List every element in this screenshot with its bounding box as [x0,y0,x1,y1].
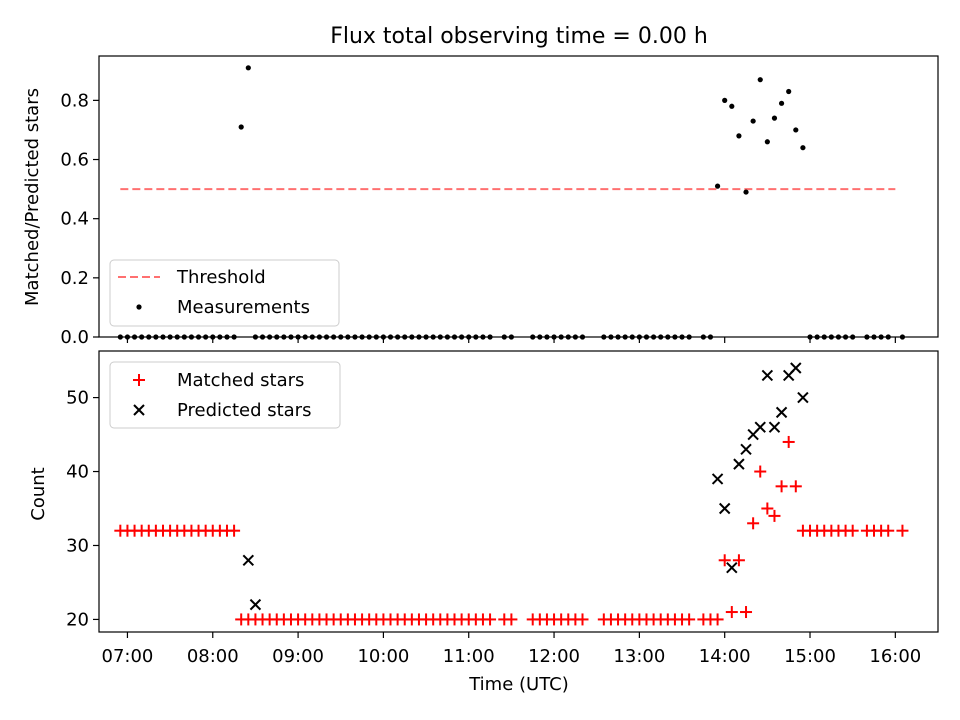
measurements-point [238,124,244,130]
matched-stars-legend-label: Matched stars [177,370,304,391]
threshold-legend-label: Threshold [176,267,266,288]
measurements-point [786,88,792,95]
matched-stars-point [846,524,859,537]
predicted-stars-point [711,473,724,485]
bottom-y-tick-label: 40 [66,462,89,483]
bottom-x-tick-label: 07:00 [102,646,154,667]
predicted-stars-point [726,561,738,574]
measurements-point [729,103,735,109]
measurements-legend-label: Measurements [177,297,310,318]
matched-stars-point [896,524,909,537]
predicted-stars-point [797,391,809,404]
measurements-point [793,127,799,133]
bottom-legend: Matched stars Predicted stars [109,361,341,429]
top-y-tick-label: 0.8 [60,90,89,111]
matched-stars-point [740,606,753,619]
predicted-stars-point [768,421,781,433]
top-chart-title: Flux total observing time = 0.00 h [330,24,708,49]
bottom-x-tick-label: 11:00 [443,646,495,667]
measurements-point [764,139,770,145]
top-legend: Threshold Measurements [109,259,340,327]
matched-stars-point [782,435,795,448]
bottom-y-tick-label: 50 [66,388,89,409]
bottom-y-ticks: 20 30 40 50 [66,388,99,630]
bottom-series-layer [114,362,909,626]
matched-stars-point [718,554,731,567]
matched-stars-legend-swatch [133,374,145,386]
bottom-axes: 20 30 40 50 07:00 08:00 09:00 10:00 11:00 12:00 1… [28,350,939,695]
top-series-layer [117,65,906,340]
measurements-point [757,77,763,83]
measurements-point [800,145,806,151]
matched-stars-point [775,480,788,493]
matched-stars-point [761,502,774,515]
top-y-ticks: 0.0 0.2 0.4 0.6 0.8 [60,90,99,348]
bottom-x-tick-label: 10:00 [357,646,409,667]
bottom-x-ticks: 07:00 08:00 09:00 10:00 11:00 12:00 13:00 14:00… [102,632,921,667]
measurements-point [736,133,742,139]
matched-stars-point [711,613,724,626]
bottom-y-axis-label: Count [28,467,49,520]
predicted-stars-point [733,458,745,470]
top-y-axis-label: Matched/Predicted stars [22,88,43,306]
matched-stars-point [228,524,241,537]
measurements-point [771,115,778,121]
bottom-x-tick-label: 16:00 [869,646,921,667]
bottom-x-tick-label: 15:00 [784,646,836,667]
top-y-tick-label: 0.2 [60,268,89,289]
bottom-axes-frame [98,350,939,633]
predicted-stars-point [775,406,788,419]
predicted-stars-legend-label: Predicted stars [177,400,311,421]
matched-stars-point [484,613,497,626]
top-y-tick-label: 0.4 [60,209,89,230]
predicted-stars-point [790,362,802,374]
top-axes-frame [98,55,939,338]
top-legend-box [109,259,340,327]
matched-stars-point [725,606,738,619]
matched-stars-point [789,480,802,493]
top-x-ticks [126,337,896,343]
measurements-legend-swatch [136,304,142,310]
measurements-point [714,183,721,189]
predicted-stars-point [761,369,774,382]
top-y-tick-label: 0.0 [60,327,89,348]
predicted-stars-point [242,554,255,566]
matched-stars-point [754,465,767,478]
matched-stars-point [732,554,745,567]
matched-stars-point [747,517,760,530]
matched-stars-point [683,613,696,626]
top-y-tick-label: 0.6 [60,150,89,171]
predicted-stars-legend-swatch [133,404,145,416]
bottom-x-tick-label: 13:00 [613,646,665,667]
bottom-y-tick-label: 30 [66,535,89,556]
predicted-stars-point [249,598,262,611]
top-axes: 0.00.20.40.60.8 Matched/Predicted stars … [22,55,939,348]
matched-stars-point [882,524,895,537]
measurements-point [750,118,756,124]
bottom-x-tick-label: 12:00 [528,646,580,667]
predicted-stars-point [740,443,752,456]
measurements-point [743,189,749,195]
matched-stars-point [505,613,518,626]
measurements-point [722,97,728,103]
matched-stars-point [768,509,781,522]
matched-stars-point [576,613,589,626]
measurements-point [245,65,251,71]
bottom-y-tick-label: 20 [66,609,89,630]
predicted-stars-point [754,421,766,433]
bottom-x-tick-label: 14:00 [699,646,751,667]
bottom-legend-box [109,361,341,429]
predicted-stars-point [718,502,731,515]
bottom-x-axis-label: Time (UTC) [468,674,569,695]
bottom-x-tick-label: 09:00 [272,646,324,667]
bottom-x-tick-label: 08:00 [187,646,239,667]
measurements-point [778,100,785,106]
